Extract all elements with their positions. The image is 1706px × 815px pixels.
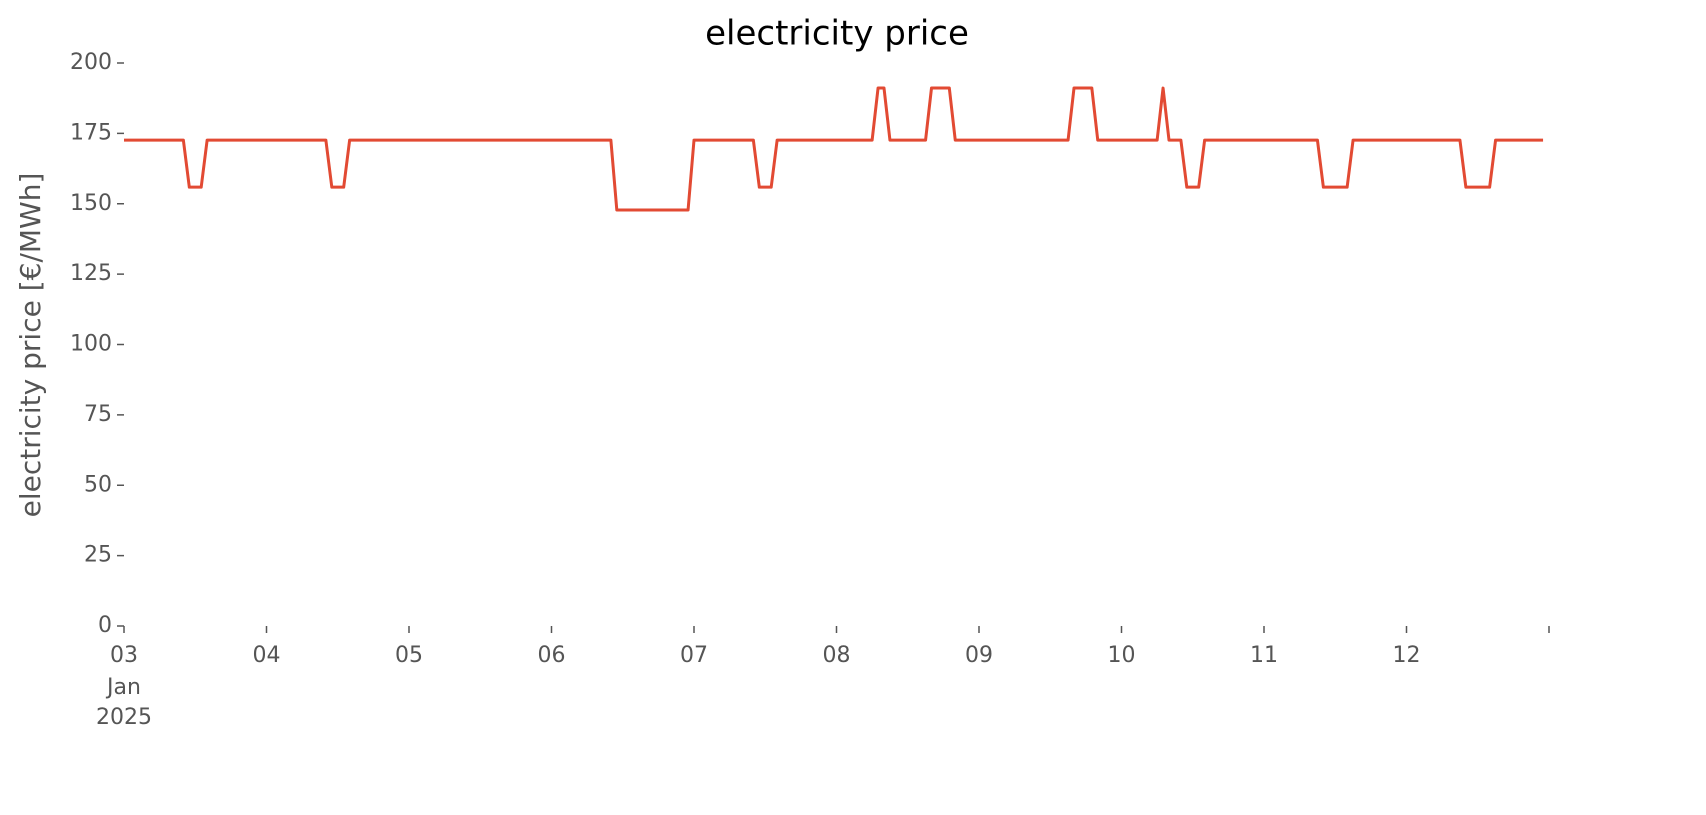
x-tick-label: 04 bbox=[253, 643, 281, 668]
x-tick-label: 10 bbox=[1108, 643, 1136, 668]
chart-title: electricity price bbox=[705, 14, 969, 54]
x-tick-label: 12 bbox=[1393, 643, 1421, 668]
y-tick-label: 25 bbox=[84, 543, 112, 568]
y-tick-label: 200 bbox=[70, 50, 112, 75]
price-line bbox=[124, 86, 1544, 212]
y-tick-label: 0 bbox=[98, 613, 112, 638]
x-tick-label: 09 bbox=[965, 643, 993, 668]
x-tick-label: 05 bbox=[395, 643, 423, 668]
x-tick-month: Jan bbox=[105, 675, 141, 700]
y-tick-label: 100 bbox=[70, 332, 112, 357]
y-axis-label: electricity price [€/MWh] bbox=[14, 173, 47, 518]
y-tick-label: 75 bbox=[84, 402, 112, 427]
y-tick-label: 125 bbox=[70, 261, 112, 286]
x-tick-year: 2025 bbox=[96, 705, 152, 730]
x-tick-label: 11 bbox=[1250, 643, 1278, 668]
x-tick-label: 08 bbox=[823, 643, 851, 668]
y-tick-label: 150 bbox=[70, 191, 112, 216]
x-tick-label: 07 bbox=[680, 643, 708, 668]
y-tick-label: 175 bbox=[70, 120, 112, 145]
x-tick-label: 03 bbox=[110, 643, 138, 668]
x-tick-label: 06 bbox=[538, 643, 566, 668]
y-tick-label: 50 bbox=[84, 472, 112, 497]
